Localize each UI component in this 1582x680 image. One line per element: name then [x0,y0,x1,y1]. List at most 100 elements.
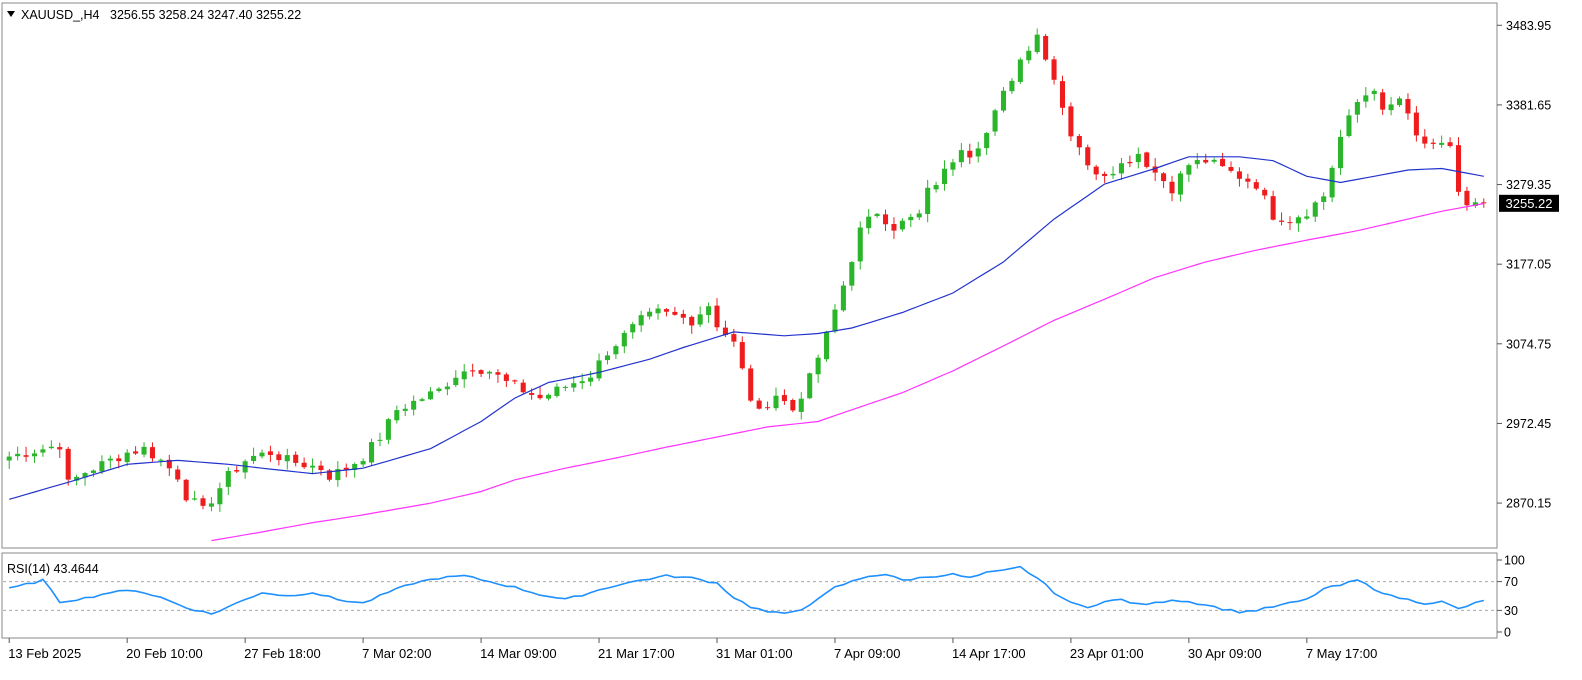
candle-body [166,459,172,469]
candle-body [23,455,29,457]
candle-body [950,162,956,170]
candle-body [984,133,990,149]
candle-body [74,476,80,481]
candle [807,372,813,400]
rsi-line [9,565,1484,615]
candle-body [183,479,189,501]
candle [1371,88,1377,101]
candle [604,351,610,365]
candle-body [318,465,324,471]
candle-body [419,399,425,401]
candle-body [284,455,290,462]
candle [1144,151,1150,169]
candle [267,445,273,462]
candle-body [1262,189,1268,196]
candle [554,383,560,398]
candle-body [1000,90,1007,111]
candle [6,451,12,469]
candle-body [175,469,181,480]
candle-body [1068,106,1074,137]
candle [31,449,38,463]
candle [133,446,139,455]
candle-body [545,394,552,399]
dropdown-triangle-icon[interactable] [7,11,15,17]
candle [866,209,872,235]
candle-body [1295,217,1301,224]
candle [798,392,804,420]
candle-body [1413,112,1419,136]
time-tick-label: 27 Feb 18:00 [244,646,321,661]
rsi-tick-label: 0 [1504,626,1511,640]
candle-body [967,150,973,158]
candle [647,307,653,320]
candle [1161,172,1167,188]
candle [301,457,307,469]
candle-body [1481,202,1487,204]
candle [790,398,796,413]
candle [537,386,543,400]
candle [124,449,130,467]
candle [99,455,105,475]
candle [1396,96,1403,107]
candle-body [1363,95,1369,102]
candle-body [57,447,63,450]
candle [1405,93,1411,120]
candle [149,442,155,462]
candle [436,387,442,393]
candle [621,330,627,354]
candle-body [301,462,307,468]
candle-body [82,473,88,478]
candle [158,458,164,467]
candle-body [1405,99,1411,114]
candle-body [133,451,139,454]
candle-body [1203,159,1209,163]
candle [992,108,998,136]
candle [1236,167,1242,187]
candle [40,444,46,457]
candle [107,455,113,469]
candle [1211,157,1217,164]
candle-body [866,216,872,229]
candle [520,379,526,394]
candle-body [225,470,231,487]
candle [1481,198,1487,208]
candle [225,467,231,495]
candle [1026,46,1032,64]
candle [310,458,316,475]
candle [1000,87,1007,113]
candle [1186,163,1192,182]
last-price-box [1499,194,1559,212]
candle [419,397,425,402]
time-tick-label: 13 Feb 2025 [8,646,81,661]
candle-body [411,400,417,410]
candle-body [217,488,223,505]
candle [1110,166,1116,179]
candle-body [1321,196,1327,202]
candle-body [116,458,122,462]
candle [1262,187,1268,200]
candle [276,451,282,466]
candle [908,213,914,228]
candle-body [1439,142,1445,145]
candle-body [1220,158,1226,167]
candle-body [486,371,493,374]
candle-body [1312,202,1318,217]
candle-body [1026,50,1032,61]
candle [925,179,931,223]
candle-body [1194,160,1200,165]
candle-body [1211,159,1217,162]
candle-body [293,454,299,463]
candle [82,472,88,486]
candle-body [857,227,863,262]
candle [1253,179,1259,191]
candle-body [1396,98,1403,106]
candle [470,363,476,377]
candle-body [1354,101,1360,115]
candle [385,418,391,445]
candle [242,459,248,479]
candle [200,495,206,510]
chart-header[interactable]: XAUUSD_,H4 3256.55 3258.24 3247.40 3255.… [7,8,301,22]
candle-body [1009,80,1015,92]
